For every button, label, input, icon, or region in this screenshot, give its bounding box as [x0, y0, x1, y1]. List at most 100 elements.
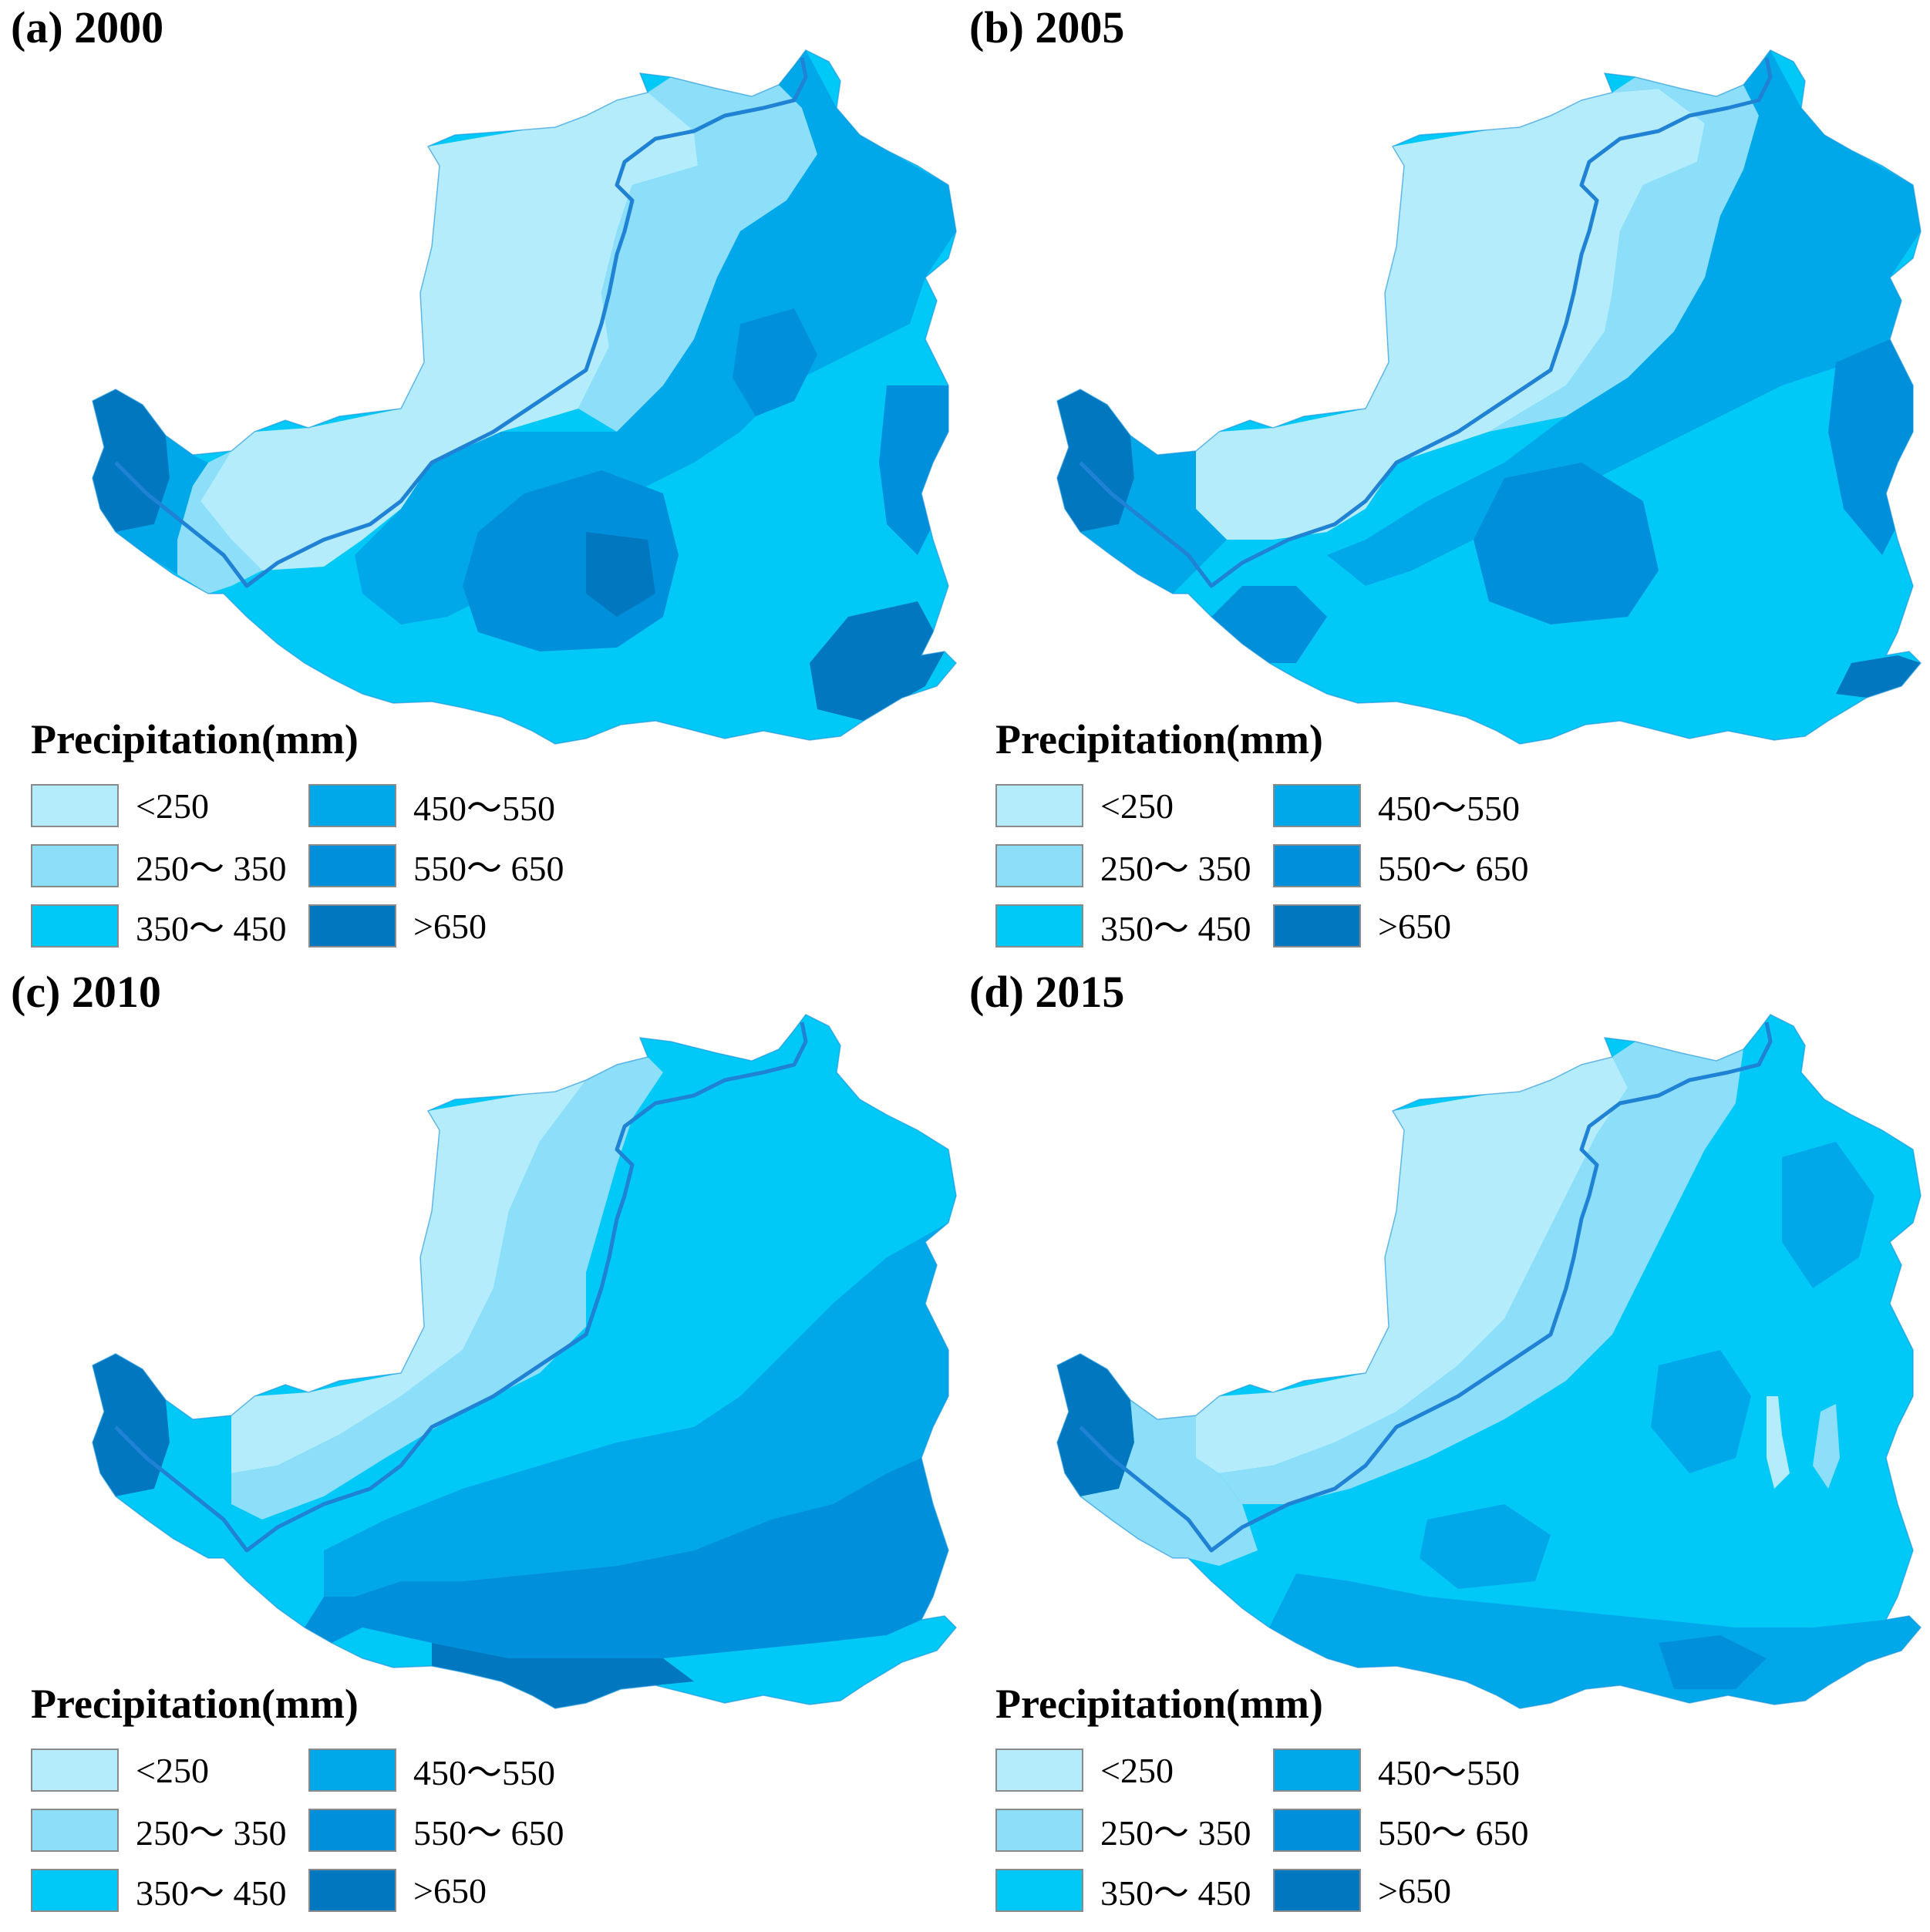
legend-swatch	[308, 1809, 396, 1852]
legend-title-b: Precipitation(mm)	[995, 716, 1323, 762]
precip-zone	[1782, 1142, 1874, 1288]
legend-item: 250～ 350	[995, 1807, 1251, 1853]
legend-label: <250	[1100, 786, 1174, 826]
legend-swatch	[1273, 904, 1361, 947]
legend-item: >650	[1273, 1867, 1451, 1913]
legend-item: 450～550	[1273, 783, 1520, 829]
legend-d: <250 250～ 350 350～ 450 450～550 550～ 650 >650	[995, 1747, 1581, 1932]
legend-label: <250	[136, 1750, 209, 1790]
legend-item: 550～ 650	[1273, 843, 1529, 889]
precipitation-map-b	[1056, 49, 1922, 745]
legend-swatch	[995, 784, 1083, 827]
legend-label: 450～550	[413, 1753, 555, 1792]
precipitation-map-d	[1056, 1014, 1922, 1709]
legend-label: 550～ 650	[413, 1813, 564, 1853]
legend-c: <250 250～ 350 350～ 450 450～550 550～ 650 >650	[31, 1747, 617, 1932]
legend-label: 450～550	[413, 789, 555, 828]
precip-zone	[324, 1223, 948, 1597]
legend-swatch	[1273, 1809, 1361, 1852]
legend-item: >650	[308, 1867, 487, 1913]
region-outline	[92, 49, 958, 745]
legend-label: >650	[413, 1870, 487, 1910]
legend-swatch	[308, 844, 396, 887]
precip-zone	[1659, 1635, 1767, 1689]
legend-swatch	[31, 784, 119, 827]
precip-zone	[1836, 655, 1921, 698]
legend-swatch	[1273, 1749, 1361, 1792]
legend-item: 250～ 350	[31, 843, 287, 889]
map-panel-c: (c) 2010 Precipitation(mm) <250 250～ 350 3…	[0, 964, 965, 1929]
panel-title-a: (a) 2000	[11, 2, 164, 52]
legend-item: 450～550	[1273, 1747, 1520, 1793]
legend-item: <250	[995, 783, 1174, 829]
legend-item: 350～ 450	[31, 903, 287, 949]
precip-zone	[200, 85, 698, 571]
legend-label: 450～550	[1378, 789, 1520, 828]
precip-zone	[1211, 586, 1327, 663]
precip-zone	[177, 451, 262, 594]
legend-label: 550～ 650	[1378, 1813, 1529, 1853]
legend-item: >650	[1273, 903, 1451, 949]
region-outline	[1056, 49, 1922, 745]
precip-zone	[93, 389, 170, 532]
legend-swatch	[308, 784, 396, 827]
panel-title-d: (d) 2015	[969, 967, 1125, 1017]
precip-zone	[93, 1354, 170, 1496]
legend-label: >650	[1378, 906, 1451, 946]
legend-b: <250 250～ 350 350～ 450 450～550 550～ 650 >650	[995, 783, 1581, 968]
legend-item: 450～550	[308, 1747, 555, 1793]
panel-title-c: (c) 2010	[11, 967, 161, 1017]
legend-swatch	[31, 1869, 119, 1912]
precip-zone	[231, 1080, 586, 1473]
legend-swatch	[31, 1809, 119, 1852]
legend-swatch	[995, 904, 1083, 947]
legend-item: 550～ 650	[308, 1807, 564, 1853]
legend-swatch	[995, 1749, 1083, 1792]
precip-zone	[1196, 89, 1705, 540]
precip-zone	[1489, 77, 1759, 432]
map-panel-d: (d) 2015 Precipitation(mm) <250 250～ 350 3…	[965, 964, 1929, 1929]
map-panel-a: (a) 2000 Precipitation(mm) <250 250～ 350 3…	[0, 0, 965, 964]
precip-zone	[1242, 1015, 1921, 1627]
legend-swatch	[995, 1809, 1083, 1852]
legend-label: 450～550	[1378, 1753, 1520, 1792]
legend-a: <250 250～ 350 350～ 450 450～550 550～ 650 >650	[31, 783, 617, 968]
legend-swatch	[308, 1869, 396, 1912]
precip-zone	[355, 50, 956, 624]
legend-title-d: Precipitation(mm)	[995, 1681, 1323, 1727]
river-line	[114, 57, 808, 588]
legend-swatch	[1273, 784, 1361, 827]
precip-zone	[1080, 436, 1227, 594]
legend-swatch	[308, 904, 396, 947]
precip-zone	[231, 1057, 663, 1520]
legend-item: 250～ 350	[995, 843, 1251, 889]
precip-zone	[578, 77, 817, 432]
legend-swatch	[1273, 1869, 1361, 1912]
river-line	[1079, 1022, 1773, 1553]
legend-item: 350～ 450	[31, 1867, 287, 1913]
panel-title-b: (b) 2005	[969, 2, 1125, 52]
legend-label: 250～ 350	[1100, 1813, 1251, 1853]
precipitation-map-c	[92, 1014, 958, 1709]
precip-zone	[1219, 1042, 1743, 1504]
precip-zone	[231, 1015, 956, 1550]
precip-zone	[1057, 389, 1134, 532]
legend-label: 550～ 650	[413, 849, 564, 888]
legend-label: >650	[413, 906, 487, 946]
precip-zone	[810, 601, 945, 721]
precip-zone	[1474, 463, 1659, 624]
legend-label: <250	[136, 786, 209, 826]
precip-zone	[1327, 416, 1566, 540]
legend-swatch	[308, 1749, 396, 1792]
map-panel-b: (b) 2005 Precipitation(mm) <250 250～ 350 3…	[965, 0, 1929, 964]
legend-item: <250	[31, 1747, 209, 1793]
river-line	[114, 1022, 808, 1553]
legend-swatch	[995, 1869, 1083, 1912]
region-outline	[92, 1014, 958, 1709]
precip-zone	[1813, 1404, 1840, 1489]
legend-label: 350～ 450	[1100, 909, 1251, 948]
legend-item: <250	[995, 1747, 1174, 1793]
region-outline	[1056, 1014, 1922, 1709]
precip-zone	[1767, 1396, 1790, 1489]
legend-label: 550～ 650	[1378, 849, 1529, 888]
